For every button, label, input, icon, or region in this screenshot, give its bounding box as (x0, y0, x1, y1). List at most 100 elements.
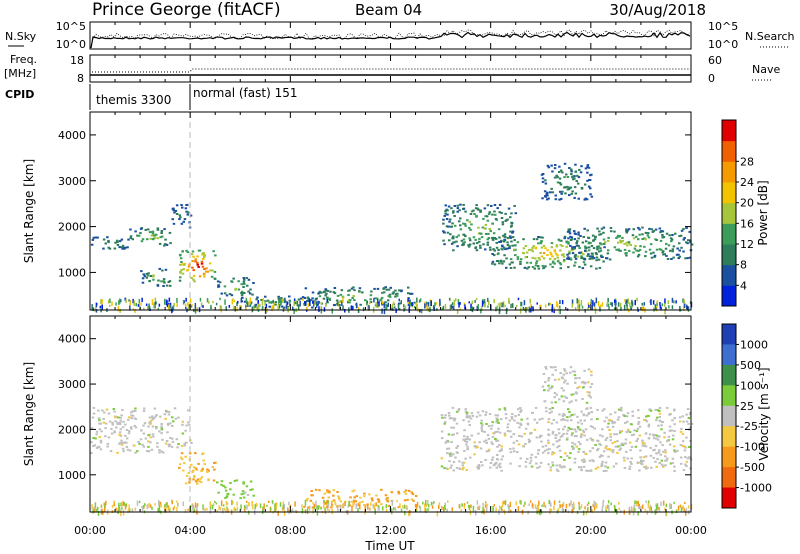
power-region-8-cell (501, 221, 505, 224)
velocity-region-4-cell (547, 418, 551, 421)
power-region-9-cell (493, 263, 497, 266)
velocity-region-0-cell (160, 427, 164, 430)
power-region-10-cell (583, 257, 586, 260)
power-region-9-cell (560, 239, 563, 242)
velocity-scatter-cell (123, 502, 125, 506)
power-region-8-cell (464, 224, 467, 227)
velocity-region-4-cell (607, 455, 610, 458)
velocity-scatter-cell (251, 501, 253, 506)
velocity-region-4-cell (440, 465, 444, 468)
power-region-0-cell (121, 244, 125, 247)
power-region-4-cell (179, 276, 182, 279)
velocity-region-4-cell (491, 458, 494, 461)
velocity-region-5-cell (581, 386, 585, 389)
velocity-region-4-cell (452, 469, 455, 472)
velocity-region-5-cell (581, 398, 584, 400)
velocity-scatter-cell (587, 507, 589, 510)
power-region-6-cell (280, 305, 284, 308)
power-region-8-cell (472, 242, 475, 245)
power-region-9-cell (505, 257, 508, 260)
velocity-region-3-cell (384, 494, 388, 497)
power-scatter-cell (654, 304, 657, 308)
velocity-region-5-cell (565, 397, 568, 399)
power-region-11-cell (547, 197, 550, 200)
velocity-region-0-cell (106, 445, 109, 448)
power-scatter-cell (176, 297, 178, 303)
velocity-scatter-cell (236, 501, 238, 506)
velocity-scatter-cell (461, 503, 463, 507)
power-scatter-cell (517, 297, 520, 301)
velocity-scatter-cell (460, 509, 462, 512)
velocity-scatter-cell (91, 504, 93, 510)
velocity-scatter-cell (582, 510, 585, 516)
power-region-11-cell (589, 193, 592, 196)
power-scatter-cell (682, 306, 685, 311)
velocity-region-4-cell (465, 413, 469, 416)
velocity-region-4-cell (640, 462, 643, 465)
power-region-9-cell (597, 258, 601, 261)
velocity-region-4-cell (495, 461, 498, 464)
velocity-region-4-cell (654, 408, 657, 411)
velocity-region-4-cell (540, 440, 543, 443)
power-scatter-cell (505, 308, 508, 315)
power-region-4-cell (186, 268, 190, 271)
velocity-scatter-cell (508, 505, 510, 510)
velocity-region-4-cell (608, 418, 612, 421)
velocity-region-4-cell (530, 431, 533, 434)
velocity-region-4-cell (606, 448, 609, 451)
power-scatter-cell (442, 305, 445, 310)
velocity-scatter-cell (146, 505, 149, 510)
power-region-7-cell (315, 297, 318, 300)
power-scatter-cell (459, 302, 461, 305)
velocity-scatter-cell (348, 500, 350, 507)
power-region-10-cell (644, 238, 647, 241)
velocity-region-4-cell (617, 408, 621, 411)
velocity-region-4-cell (601, 454, 604, 457)
power-region-8-cell (503, 235, 506, 238)
power-region-9-cell (513, 248, 516, 251)
power-region-9-cell (534, 257, 537, 260)
power-region-9-cell (580, 255, 583, 258)
velocity-region-4-cell (624, 422, 627, 424)
velocity-region-4-cell (662, 450, 665, 453)
velocity-region-3-cell (307, 506, 310, 509)
power-scatter-cell (210, 306, 212, 310)
power-region-1-cell (150, 234, 154, 237)
velocity-scatter-cell (104, 505, 106, 512)
velocity-region-4-cell (563, 419, 566, 421)
velocity-region-4-cell (688, 413, 692, 416)
power-colorbar-label-2: 12 (740, 238, 754, 251)
velocity-region-4-cell (536, 452, 540, 455)
power-region-8-cell (504, 219, 507, 222)
velocity-region-0-cell (100, 430, 103, 433)
power-scatter-cell (623, 304, 626, 311)
power-region-0-cell (114, 241, 117, 244)
power-colorbar-seg-2 (722, 244, 736, 266)
velocity-scatter-cell (647, 500, 650, 505)
power-scatter-cell (344, 308, 346, 313)
power-region-9-cell (546, 249, 549, 252)
velocity-colorbar-seg-fwd-4 (722, 405, 736, 427)
velocity-scatter-cell (587, 508, 589, 512)
velocity-region-2-cell (246, 494, 250, 496)
power-region-4-cell (179, 253, 182, 256)
velocity-region-4-cell (512, 433, 516, 436)
power-region-4-cell (191, 250, 195, 253)
velocity-region-4-cell (671, 438, 675, 441)
power-region-7-cell (389, 286, 392, 289)
power-region-10-cell (596, 227, 599, 230)
velocity-region-3-cell (397, 506, 401, 509)
velocity-scatter-cell (327, 503, 330, 508)
power-region-9-cell (555, 245, 559, 248)
power-scatter-cell (313, 302, 315, 307)
power-region-9-cell (523, 266, 527, 269)
power-region-10-cell (566, 230, 570, 233)
velocity-region-4-cell (452, 426, 455, 429)
velocity-region-5-cell (562, 373, 565, 376)
power-region-11-cell (564, 186, 567, 189)
velocity-region-4-cell (530, 465, 534, 468)
velocity-region-0-cell (171, 416, 174, 419)
velocity-scatter-cell (673, 501, 675, 504)
velocity-region-5-cell (564, 379, 567, 382)
power-region-9-cell (503, 238, 506, 241)
